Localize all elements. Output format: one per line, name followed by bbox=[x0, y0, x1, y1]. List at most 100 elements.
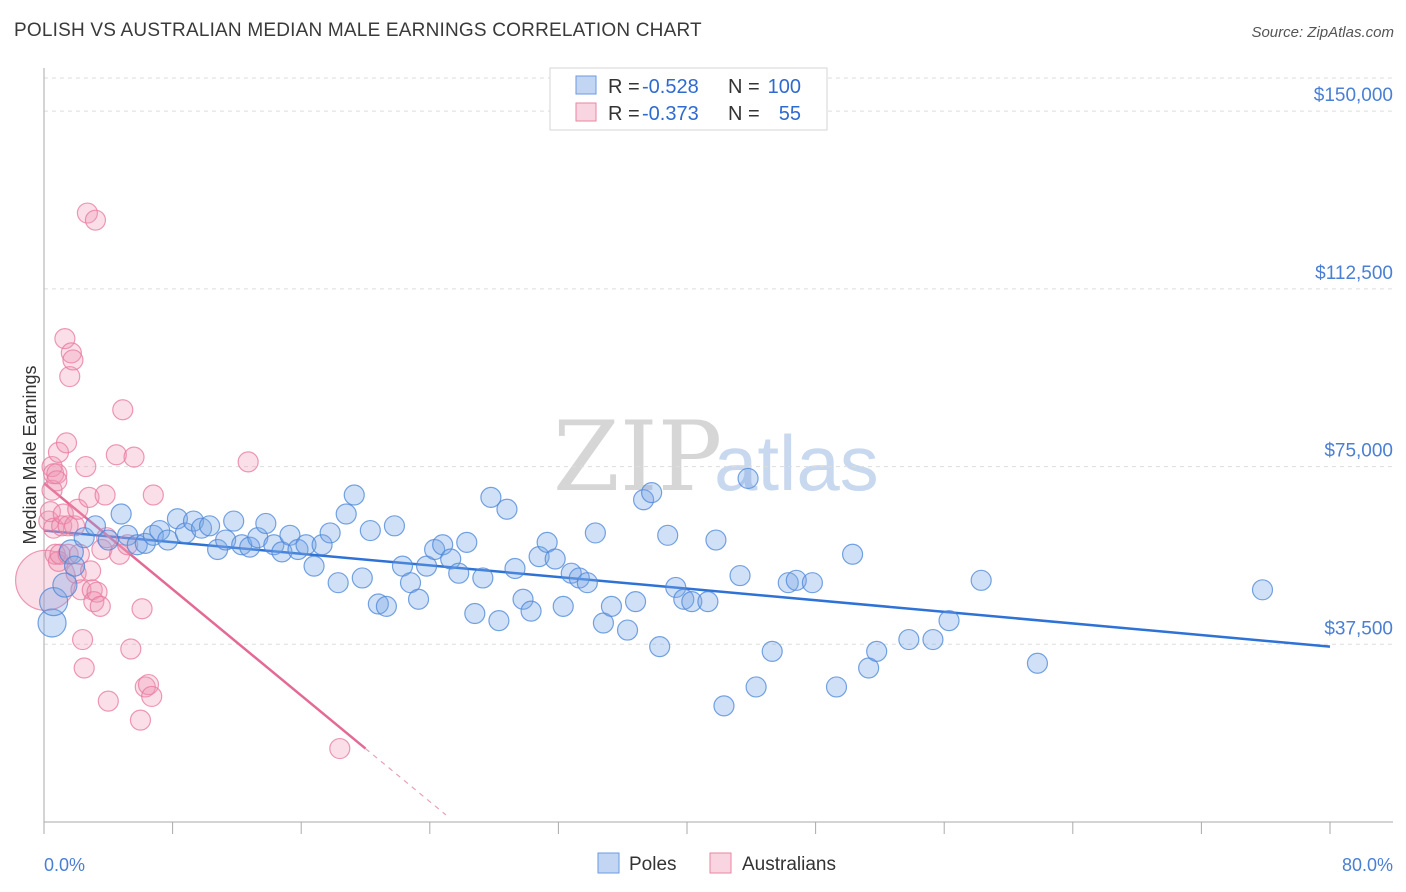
poles-point bbox=[512, 588, 534, 610]
poles-point bbox=[745, 676, 767, 698]
poles-point bbox=[841, 543, 864, 565]
poles-point bbox=[584, 522, 606, 544]
bottom-legend-label-australians: Australians bbox=[742, 854, 836, 875]
poles-point bbox=[303, 555, 325, 577]
poles-point bbox=[681, 591, 703, 613]
poles-point bbox=[657, 524, 679, 546]
poles-point bbox=[866, 640, 888, 663]
australians-point bbox=[71, 628, 94, 651]
poles-point bbox=[801, 572, 823, 594]
poles-point bbox=[464, 602, 486, 625]
legend-swatch-australians bbox=[575, 102, 597, 122]
australians-point bbox=[60, 342, 82, 364]
legend-r-label-australians: R = bbox=[608, 103, 645, 125]
poles-point bbox=[544, 548, 566, 570]
y-tick-label: $75,000 bbox=[1324, 441, 1393, 462]
australians-point bbox=[142, 484, 164, 506]
poles-point bbox=[938, 609, 960, 632]
poles-point bbox=[898, 628, 920, 651]
gridlines bbox=[44, 77, 1393, 645]
poles-point bbox=[190, 517, 213, 539]
australians-point bbox=[57, 515, 79, 537]
y-tick-label: $150,000 bbox=[1314, 85, 1393, 106]
legend-r-value-poles: -0.528 bbox=[642, 76, 699, 98]
australians-point bbox=[59, 365, 81, 388]
y-tick-labels: $37,500 $75,000 $112,500 $150,000 bbox=[1314, 85, 1393, 639]
australians-point bbox=[89, 595, 111, 617]
poles-point bbox=[126, 534, 148, 556]
poles-point bbox=[552, 595, 574, 617]
poles-point bbox=[223, 510, 245, 532]
poles-point bbox=[729, 564, 751, 587]
poles-point bbox=[616, 619, 639, 641]
australians-point bbox=[68, 543, 90, 565]
poles-point bbox=[58, 539, 84, 565]
australians-point bbox=[41, 479, 63, 501]
legend-r-label-poles: R = bbox=[608, 76, 645, 98]
legend-n-label-poles: N = bbox=[728, 76, 765, 98]
x-tick-label-max: 80.0% bbox=[1342, 855, 1393, 875]
poles-point bbox=[375, 595, 397, 617]
poles-point bbox=[472, 567, 494, 589]
poles-point bbox=[641, 482, 663, 504]
poles-point bbox=[263, 534, 285, 556]
australians-point bbox=[62, 349, 84, 371]
australians-point bbox=[39, 501, 62, 523]
poles-point bbox=[311, 534, 333, 556]
poles-point bbox=[697, 591, 719, 613]
poles-point bbox=[777, 572, 799, 594]
watermark-atlas: atlas bbox=[714, 419, 879, 507]
australians-point bbox=[46, 470, 68, 492]
poles-point bbox=[448, 562, 470, 584]
poles-trend-line bbox=[43, 529, 1331, 648]
poles-point bbox=[600, 595, 623, 617]
poles-point bbox=[37, 608, 67, 638]
poles-point bbox=[1026, 652, 1049, 674]
australians-point bbox=[67, 498, 89, 520]
australians-point bbox=[84, 209, 107, 231]
poles-point bbox=[157, 529, 179, 551]
legend-n-label-australians: N = bbox=[728, 103, 765, 125]
y-tick-label: $37,500 bbox=[1324, 618, 1393, 639]
australians-point bbox=[46, 463, 68, 485]
poles-point bbox=[110, 503, 132, 525]
poles-point bbox=[319, 522, 341, 544]
poles-point bbox=[480, 486, 502, 508]
source-label: Source: ZipAtlas.com bbox=[1251, 24, 1394, 41]
y-tick-label: $112,500 bbox=[1315, 263, 1393, 284]
australians-trend-extension bbox=[365, 748, 447, 816]
poles-point bbox=[825, 676, 848, 698]
chart-title: POLISH VS AUSTRALIAN MEDIAN MALE EARNING… bbox=[14, 20, 702, 41]
poles-point bbox=[198, 515, 221, 537]
australians-point bbox=[80, 560, 102, 582]
poles-point bbox=[255, 512, 277, 535]
poles-point bbox=[737, 467, 759, 490]
australians-point bbox=[237, 451, 259, 473]
poles-point bbox=[134, 532, 156, 554]
poles-point bbox=[359, 519, 381, 542]
australians-trend-line bbox=[43, 482, 367, 750]
australians-point bbox=[97, 690, 119, 712]
watermark: ZIP atlas bbox=[553, 401, 879, 513]
poles-point bbox=[295, 534, 317, 556]
poles-point bbox=[504, 557, 526, 580]
poles-point bbox=[407, 588, 430, 610]
poles-point bbox=[649, 636, 671, 658]
poles-point bbox=[343, 484, 365, 506]
poles-point bbox=[970, 569, 992, 591]
legend-n-value-australians: 55 bbox=[779, 103, 801, 125]
australians-point bbox=[129, 709, 152, 731]
australians-point bbox=[141, 685, 163, 708]
poles-point bbox=[174, 522, 197, 544]
australians-point bbox=[112, 399, 134, 421]
australians-point bbox=[57, 543, 79, 565]
poles-point bbox=[84, 515, 107, 537]
poles-point bbox=[215, 529, 237, 551]
poles-point bbox=[922, 628, 944, 651]
australians-point bbox=[54, 328, 76, 350]
poles-point bbox=[632, 489, 655, 511]
y-axis-title: Median Male Earnings bbox=[20, 365, 40, 544]
bottom-legend-label-poles: Poles bbox=[629, 854, 677, 875]
poles-point bbox=[624, 591, 647, 613]
australians-point bbox=[86, 581, 108, 603]
